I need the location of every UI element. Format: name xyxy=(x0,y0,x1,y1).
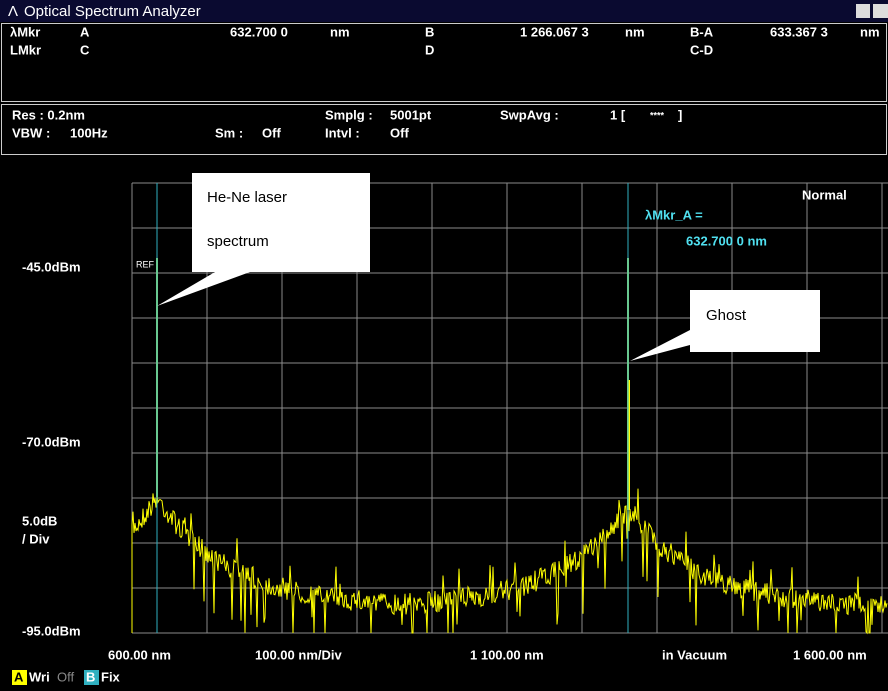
marker-field: 632.700 0 xyxy=(230,24,288,39)
callout-text: He-Ne laser xyxy=(207,189,287,206)
y-axis-label: -95.0dBm xyxy=(22,623,81,638)
trace-letter: A xyxy=(14,669,24,684)
setting-field: **** xyxy=(650,110,665,120)
marker-field: C xyxy=(80,42,90,57)
callout-pointer xyxy=(630,330,690,361)
marker-field: LMkr xyxy=(10,42,41,57)
trace-mode: Wri xyxy=(29,669,50,684)
marker-field: C-D xyxy=(690,42,713,57)
setting-field: ] xyxy=(678,107,682,122)
marker-readout: 632.700 0 nm xyxy=(686,233,767,248)
setting-field: Intvl : xyxy=(325,125,360,140)
trace-badge xyxy=(84,670,99,685)
x-axis-label: 600.00 nm xyxy=(108,647,171,662)
spectrum-trace xyxy=(131,488,888,635)
mode-label: Normal xyxy=(802,187,847,202)
marker-field: nm xyxy=(330,24,350,39)
callout-pointer xyxy=(157,272,250,306)
marker-field: λMkr xyxy=(10,24,40,39)
setting-field: 100Hz xyxy=(70,125,108,140)
maximize-button[interactable] xyxy=(873,4,888,18)
window-title: Optical Spectrum Analyzer xyxy=(24,3,201,20)
marker-field: B-A xyxy=(690,24,714,39)
trace-letter: B xyxy=(86,669,95,684)
x-axis-label: 100.00 nm/Div xyxy=(255,647,342,662)
marker-field: nm xyxy=(860,24,880,39)
marker-field: B xyxy=(425,24,434,39)
setting-field: Res : 0.2nm xyxy=(12,107,85,122)
y-axis-label: / Div xyxy=(22,531,50,546)
callout-text: spectrum xyxy=(207,233,269,250)
y-axis-label: -45.0dBm xyxy=(22,259,81,274)
x-axis-label: 1 600.00 nm xyxy=(793,647,867,662)
setting-field: 1 [ xyxy=(610,107,626,122)
y-axis-label: 5.0dB xyxy=(22,513,57,528)
marker-field: nm xyxy=(625,24,645,39)
x-axis-label: 1 100.00 nm xyxy=(470,647,544,662)
ref-label: REF xyxy=(136,259,155,269)
app-icon: Λ xyxy=(8,3,18,20)
trace-badge xyxy=(12,670,27,685)
minimize-button[interactable] xyxy=(856,4,870,18)
marker-readout: λMkr_A = xyxy=(645,207,703,222)
setting-field: 5001pt xyxy=(390,107,432,122)
callout-text: Ghost xyxy=(706,307,747,324)
marker-panel xyxy=(1,23,887,102)
marker-field: D xyxy=(425,42,434,57)
callout-box xyxy=(690,290,820,352)
setting-field: Off xyxy=(262,125,281,140)
setting-field: SwpAvg : xyxy=(500,107,559,122)
title-bar xyxy=(0,0,888,22)
trace-mode: Fix xyxy=(101,669,121,684)
setting-field: Smplg : xyxy=(325,107,373,122)
marker-field: A xyxy=(80,24,90,39)
setting-field: Sm : xyxy=(215,125,243,140)
marker-field: 1 266.067 3 xyxy=(520,24,589,39)
setting-field: Off xyxy=(390,125,409,140)
setting-field: VBW : xyxy=(12,125,50,140)
marker-field: 633.367 3 xyxy=(770,24,828,39)
settings-panel xyxy=(1,104,887,155)
y-axis-label: -70.0dBm xyxy=(22,434,81,449)
x-axis-label: in Vacuum xyxy=(662,647,727,662)
callout-box xyxy=(192,173,370,272)
trace-state: Off xyxy=(57,669,74,684)
